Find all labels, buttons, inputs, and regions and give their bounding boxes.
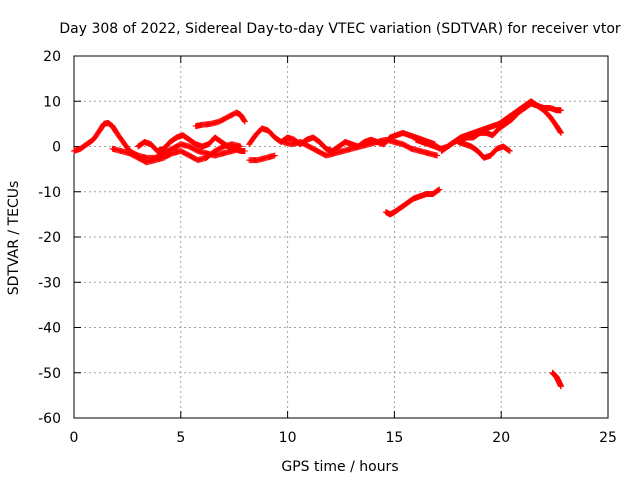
data-point bbox=[436, 186, 443, 193]
x-tick-label: 20 bbox=[492, 430, 510, 446]
data-point bbox=[505, 147, 512, 154]
y-tick-label: -20 bbox=[38, 230, 61, 246]
x-tick-label: 0 bbox=[70, 430, 79, 446]
data-point bbox=[241, 148, 248, 155]
data-point bbox=[506, 148, 513, 155]
data-point bbox=[435, 187, 442, 194]
data-point bbox=[241, 118, 248, 125]
y-tick-label: 10 bbox=[43, 94, 61, 110]
data-point bbox=[558, 383, 565, 390]
series-s6 bbox=[246, 152, 278, 164]
series-s7 bbox=[280, 136, 441, 159]
series-s2 bbox=[109, 141, 244, 166]
chart-title: Day 308 of 2022, Sidereal Day-to-day VTE… bbox=[59, 21, 621, 37]
data-point bbox=[271, 152, 278, 159]
y-tick-label: -30 bbox=[38, 275, 61, 291]
data-marks bbox=[71, 98, 565, 390]
x-tick-label: 25 bbox=[599, 430, 617, 446]
series-s3 bbox=[135, 132, 248, 155]
y-tick-label: 20 bbox=[43, 49, 61, 65]
x-tick-label: 15 bbox=[385, 430, 403, 446]
series-s8 bbox=[382, 186, 443, 218]
data-point bbox=[558, 129, 565, 136]
series-s10 bbox=[438, 100, 565, 155]
x-tick-label: 10 bbox=[279, 430, 297, 446]
data-point bbox=[241, 117, 248, 124]
y-tick-label: 0 bbox=[52, 140, 61, 156]
series-s11 bbox=[455, 138, 513, 161]
data-point bbox=[557, 129, 564, 136]
y-tick-label: -40 bbox=[38, 321, 61, 337]
y-tick-label: -50 bbox=[38, 366, 61, 382]
x-tick-label: 5 bbox=[176, 430, 185, 446]
x-axis-label: GPS time / hours bbox=[281, 459, 398, 475]
data-point bbox=[434, 152, 441, 159]
axis-ticks: 0 5 10 15 20 25 -60 -50 -40 -30 -20 -10 0 10 20 bbox=[38, 49, 617, 446]
series-s12 bbox=[549, 369, 565, 390]
chart-grid bbox=[74, 56, 608, 418]
data-point bbox=[558, 107, 565, 114]
series-s4 bbox=[192, 109, 248, 130]
y-tick-label: -10 bbox=[38, 185, 61, 201]
y-axis-label: SDTVAR / TECUs bbox=[6, 181, 22, 296]
y-tick-label: -60 bbox=[38, 411, 61, 427]
